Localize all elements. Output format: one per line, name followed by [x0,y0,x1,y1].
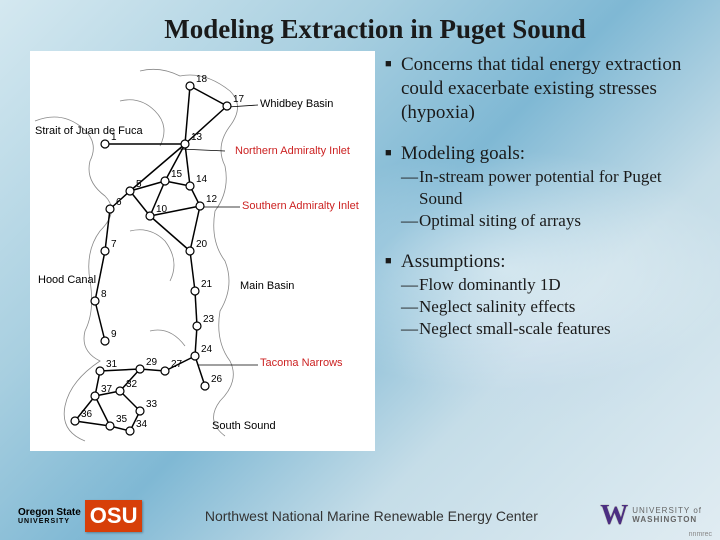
svg-text:6: 6 [116,197,122,208]
slide-container: Modeling Extraction in Puget Sound 11817… [0,0,720,540]
osu-name-block: Oregon State UNIVERSITY [18,507,81,525]
svg-text:South Sound: South Sound [212,420,276,432]
bullet-main: Modeling goals: [385,142,690,166]
osu-sub: UNIVERSITY [18,518,81,525]
svg-text:Hood Canal: Hood Canal [38,274,96,286]
map-diagram: 1181713561514101272082192324262729313237… [30,51,375,451]
osu-name: Oregon State [18,507,81,518]
svg-text:29: 29 [146,357,158,368]
footer: Oregon State UNIVERSITY OSU Northwest Na… [0,500,720,532]
svg-text:Strait of Juan de Fuca: Strait of Juan de Fuca [35,125,143,137]
svg-text:Southern Admiralty Inlet: Southern Admiralty Inlet [242,200,359,212]
network-edges [75,86,227,431]
svg-text:37: 37 [101,384,113,395]
svg-text:Tacoma Narrows: Tacoma Narrows [260,357,343,369]
content-row: 1181713561514101272082192324262729313237… [30,51,690,451]
bullet-main: Concerns that tidal energy extraction co… [385,53,690,124]
svg-text:26: 26 [211,374,223,385]
svg-text:20: 20 [196,239,208,250]
bullet-sub: Optimal siting of arrays [385,210,690,232]
svg-text:15: 15 [171,169,183,180]
map-labels: Whidbey Basin Strait of Juan de Fuca North… [35,98,359,432]
map-svg: 1181713561514101272082192324262729313237… [30,51,375,451]
uw-line2: WASHINGTON [632,516,702,525]
bullet-main: Assumptions: [385,250,690,274]
bullet-sub: Flow dominantly 1D [385,274,690,296]
svg-text:8: 8 [101,289,107,300]
osu-logo: Oregon State UNIVERSITY OSU [18,500,142,532]
uw-logo: W UNIVERSITY of WASHINGTON [600,500,702,532]
svg-text:12: 12 [206,194,218,205]
bullet-sub: Neglect salinity effects [385,296,690,318]
section: Modeling goals:In-stream power potential… [385,142,690,232]
slide-title: Modeling Extraction in Puget Sound [60,14,690,45]
svg-text:24: 24 [201,344,213,355]
svg-text:13: 13 [191,132,203,143]
svg-text:7: 7 [111,239,117,250]
svg-text:36: 36 [81,409,93,420]
svg-text:18: 18 [196,74,208,85]
section: Concerns that tidal energy extraction co… [385,53,690,124]
footer-center-text: Northwest National Marine Renewable Ener… [142,508,600,524]
svg-text:21: 21 [201,279,213,290]
svg-text:Whidbey Basin: Whidbey Basin [260,98,333,110]
bullet-sub: In-stream power potential for Puget Soun… [385,166,690,210]
svg-text:10: 10 [156,204,168,215]
uw-w-icon: W [600,500,628,532]
osu-block-icon: OSU [85,500,143,532]
svg-text:27: 27 [171,359,183,370]
svg-text:35: 35 [116,414,128,425]
svg-text:5: 5 [136,179,142,190]
corner-stamp: nnmrec [689,531,712,538]
svg-text:14: 14 [196,174,208,185]
bullet-sub: Neglect small-scale features [385,318,690,340]
svg-text:31: 31 [106,359,118,370]
svg-text:33: 33 [146,399,158,410]
text-content: Concerns that tidal energy extraction co… [385,51,690,451]
svg-text:17: 17 [233,94,245,105]
uw-text-block: UNIVERSITY of WASHINGTON [632,507,702,525]
svg-text:Main Basin: Main Basin [240,280,294,292]
svg-text:Northern Admiralty Inlet: Northern Admiralty Inlet [235,145,350,157]
svg-text:34: 34 [136,419,148,430]
svg-text:9: 9 [111,329,117,340]
svg-text:32: 32 [126,379,138,390]
section: Assumptions:Flow dominantly 1DNeglect sa… [385,250,690,340]
svg-text:23: 23 [203,314,215,325]
